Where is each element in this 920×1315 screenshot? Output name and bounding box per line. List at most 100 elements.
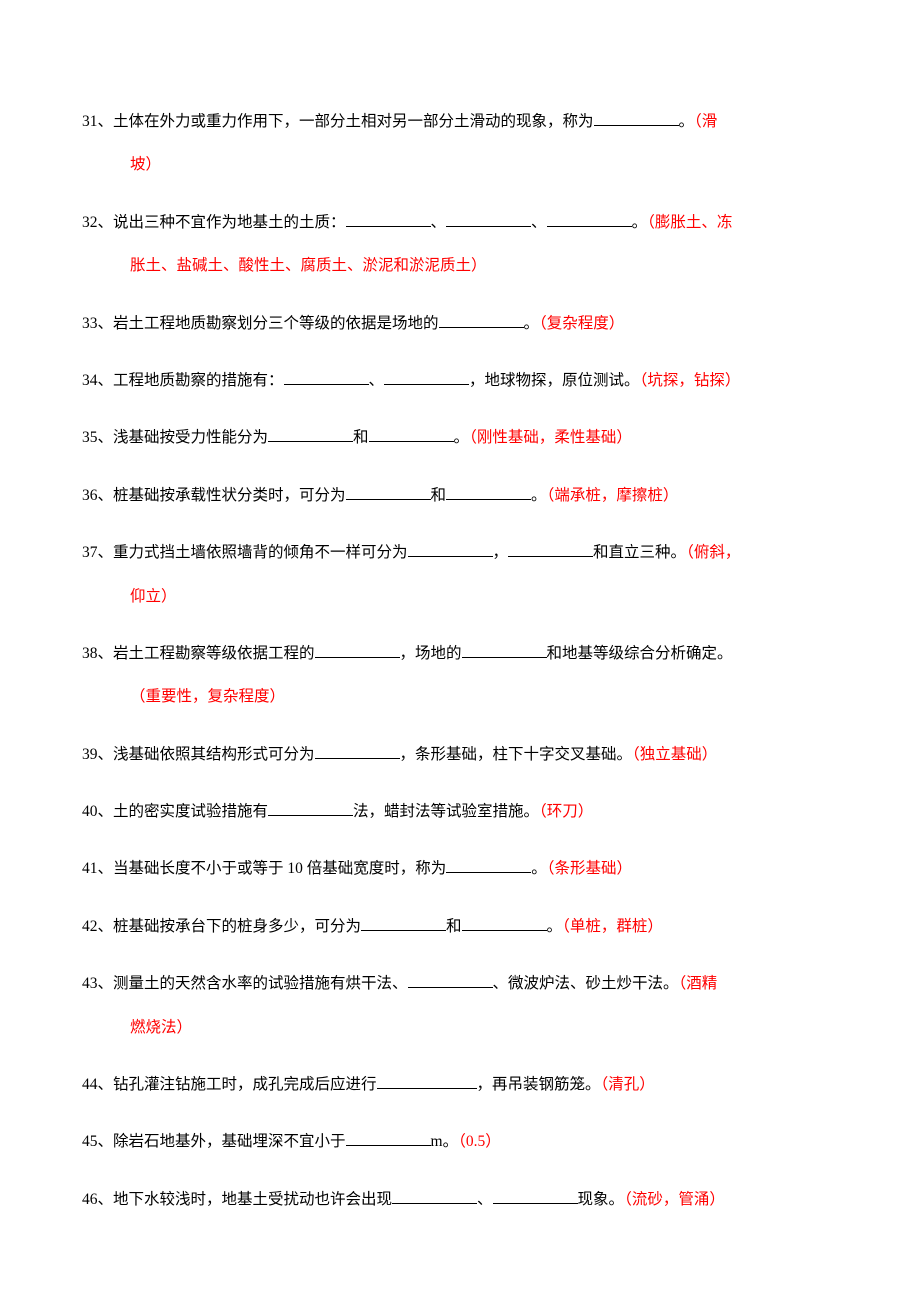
fill-blank <box>462 641 547 658</box>
fill-blank <box>446 857 531 874</box>
fill-blank <box>361 914 446 931</box>
question-text-before: 重力式挡土墙依照墙背的倾角不一样可分为 <box>113 544 408 561</box>
question-item: 42、桩基础按承台下的桩身多少，可分为和。（单桩，群桩） <box>82 905 838 948</box>
fill-blank <box>462 914 547 931</box>
question-text-before: 土体在外力或重力作用下，一部分土相对另一部分土滑动的现象，称为 <box>113 113 594 130</box>
question-text-before: 地下水较浅时，地基土受扰动也许会出现 <box>113 1191 392 1208</box>
answer-inline: （复杂程度） <box>539 315 624 332</box>
question-item: 36、桩基础按承载性状分类时，可分为和。（端承桩，摩擦桩） <box>82 474 838 517</box>
question-text-after: 。 <box>632 214 648 231</box>
fill-blank <box>594 110 679 127</box>
question-number: 42、 <box>82 918 113 935</box>
question-number: 37、 <box>82 544 113 561</box>
question-text-before: 工程地质勘察的措施有： <box>113 372 284 389</box>
question-text-after: 。 <box>679 113 695 130</box>
answer-inline: （刚性基础，柔性基础） <box>469 429 632 446</box>
question-item: 43、测量土的天然含水率的试验措施有烘干法、 、微波炉法、砂土炒干法。（酒精燃烧法… <box>82 962 838 1049</box>
question-number: 41、 <box>82 860 113 877</box>
question-text-before: 土的密实度试验措施有 <box>113 803 268 820</box>
question-item: 46、地下水较浅时，地基土受扰动也许会出现、现象。（流砂，管涌） <box>82 1178 838 1221</box>
question-text-before: 岩土工程地质勘察划分三个等级的依据是场地的 <box>113 315 439 332</box>
question-text-after: ，再吊装钢筋笼。 <box>477 1076 601 1093</box>
question-number: 36、 <box>82 487 113 504</box>
question-number: 33、 <box>82 315 113 332</box>
question-text-after: 。 <box>454 429 470 446</box>
fill-blank <box>268 426 353 443</box>
answer-inline: （滑 <box>694 113 717 130</box>
question-text-before: 岩土工程勘察等级依据工程的 <box>113 645 315 662</box>
fill-blank <box>408 972 493 989</box>
question-text-after: 现象。 <box>578 1191 625 1208</box>
question-text-after: 。 <box>524 315 540 332</box>
question-number: 34、 <box>82 372 113 389</box>
question-text-mid: 和 <box>353 429 369 446</box>
question-item: 39、浅基础依照其结构形式可分为，条形基础，柱下十字交叉基础。（独立基础） <box>82 733 838 776</box>
fill-blank <box>346 210 431 227</box>
question-item: 38、岩土工程勘察等级依据工程的，场地的和地基等级综合分析确定。（重要性，复杂程… <box>82 632 838 719</box>
answer-inline: （独立基础） <box>632 746 717 763</box>
fill-blank <box>315 742 400 759</box>
question-number: 45、 <box>82 1133 113 1150</box>
fill-blank <box>392 1187 477 1204</box>
question-text-before: 说出三种不宜作为地基土的土质： <box>113 214 346 231</box>
answer-indent: 坡） <box>82 143 838 186</box>
question-text-before: 桩基础按承载性状分类时，可分为 <box>113 487 346 504</box>
fill-blank <box>446 483 531 500</box>
question-number: 31、 <box>82 113 113 130</box>
answer-inline: （酒精 <box>679 975 718 992</box>
fill-blank <box>268 800 353 817</box>
answer-indent: 仰立） <box>82 575 838 618</box>
question-text-before: 钻孔灌注钻施工时，成孔完成后应进行 <box>113 1076 377 1093</box>
question-text-after: m。 <box>431 1133 459 1150</box>
question-item: 40、土的密实度试验措施有法，蜡封法等试验室措施。（环刀） <box>82 790 838 833</box>
fill-blank <box>346 1130 431 1147</box>
question-text-mid: ， <box>493 544 509 561</box>
answer-indent: （重要性，复杂程度） <box>82 675 838 718</box>
question-text-after: 法，蜡封法等试验室措施。 <box>353 803 539 820</box>
question-text-after: 。 <box>547 918 563 935</box>
question-number: 40、 <box>82 803 113 820</box>
answer-inline: （俯斜， <box>686 544 740 561</box>
fill-blank <box>446 210 531 227</box>
question-text-after: ，条形基础，柱下十字交叉基础。 <box>400 746 633 763</box>
question-text-mid: 、 <box>531 214 547 231</box>
question-text-after: 。 <box>531 860 547 877</box>
question-text-after: 。 <box>531 487 547 504</box>
question-item: 34、工程地质勘察的措施有：、，地球物探，原位测试。（坑探，钻探） <box>82 359 838 402</box>
answer-inline: （0.5） <box>458 1133 501 1150</box>
fill-blank <box>315 641 400 658</box>
question-item: 41、当基础长度不小于或等于 10 倍基础宽度时，称为 。（条形基础） <box>82 847 838 890</box>
question-text-mid: 和 <box>446 918 462 935</box>
question-item: 35、浅基础按受力性能分为和。（刚性基础，柔性基础） <box>82 416 838 459</box>
question-number: 43、 <box>82 975 113 992</box>
fill-blank <box>284 368 369 385</box>
question-number: 32、 <box>82 214 113 231</box>
fill-blank <box>408 541 493 558</box>
answer-inline: （条形基础） <box>547 860 632 877</box>
answer-inline: （单桩，群桩） <box>562 918 663 935</box>
question-item: 33、岩土工程地质勘察划分三个等级的依据是场地的 。（复杂程度） <box>82 302 838 345</box>
question-item: 44、钻孔灌注钻施工时，成孔完成后应进行 ，再吊装钢筋笼。（清孔） <box>82 1063 838 1106</box>
fill-blank <box>377 1073 477 1090</box>
question-item: 45、除岩石地基外，基础埋深不宜小于m。（0.5） <box>82 1120 838 1163</box>
question-text-after: 和地基等级综合分析确定。 <box>547 645 733 662</box>
fill-blank <box>493 1187 578 1204</box>
question-text-mid: 、 <box>477 1191 493 1208</box>
question-text-before: 测量土的天然含水率的试验措施有烘干法、 <box>113 975 408 992</box>
fill-blank <box>508 541 593 558</box>
question-item: 37、重力式挡土墙依照墙背的倾角不一样可分为，和直立三种。（俯斜，仰立） <box>82 531 838 618</box>
fill-blank <box>369 426 454 443</box>
question-item: 31、土体在外力或重力作用下，一部分土相对另一部分土滑动的现象，称为 。（滑坡） <box>82 100 838 187</box>
fill-blank <box>439 311 524 328</box>
question-item: 32、说出三种不宜作为地基土的土质：、、。（膨胀土、冻胀土、盐碱土、酸性土、腐质… <box>82 201 838 288</box>
answer-inline: （清孔） <box>601 1076 655 1093</box>
question-number: 44、 <box>82 1076 113 1093</box>
question-number: 35、 <box>82 429 113 446</box>
question-text-after: 、微波炉法、砂土炒干法。 <box>493 975 679 992</box>
question-text-mid: ，场地的 <box>400 645 462 662</box>
question-number: 39、 <box>82 746 113 763</box>
fill-blank <box>547 210 632 227</box>
answer-inline: （坑探，钻探） <box>640 372 741 389</box>
answer-indent: 燃烧法） <box>82 1006 838 1049</box>
question-text-before: 当基础长度不小于或等于 10 倍基础宽度时，称为 <box>113 860 446 877</box>
